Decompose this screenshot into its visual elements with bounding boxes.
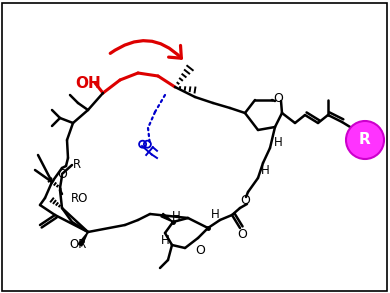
Text: H: H — [261, 163, 269, 176]
Polygon shape — [161, 213, 173, 222]
Text: OH: OH — [75, 76, 101, 91]
Polygon shape — [78, 232, 88, 246]
Text: R: R — [359, 132, 371, 147]
Text: RO: RO — [71, 192, 89, 205]
Text: H: H — [172, 209, 180, 222]
Text: O: O — [273, 91, 283, 105]
Text: H: H — [161, 234, 169, 246]
Text: O: O — [195, 243, 205, 256]
Text: OR: OR — [69, 239, 87, 251]
Text: R: R — [73, 159, 81, 171]
Circle shape — [346, 121, 384, 159]
Text: H: H — [274, 137, 282, 149]
Text: H: H — [211, 209, 219, 222]
Text: O: O — [240, 193, 250, 207]
FancyArrowPatch shape — [110, 41, 181, 58]
Text: O: O — [57, 168, 67, 180]
Text: O: O — [237, 227, 247, 241]
